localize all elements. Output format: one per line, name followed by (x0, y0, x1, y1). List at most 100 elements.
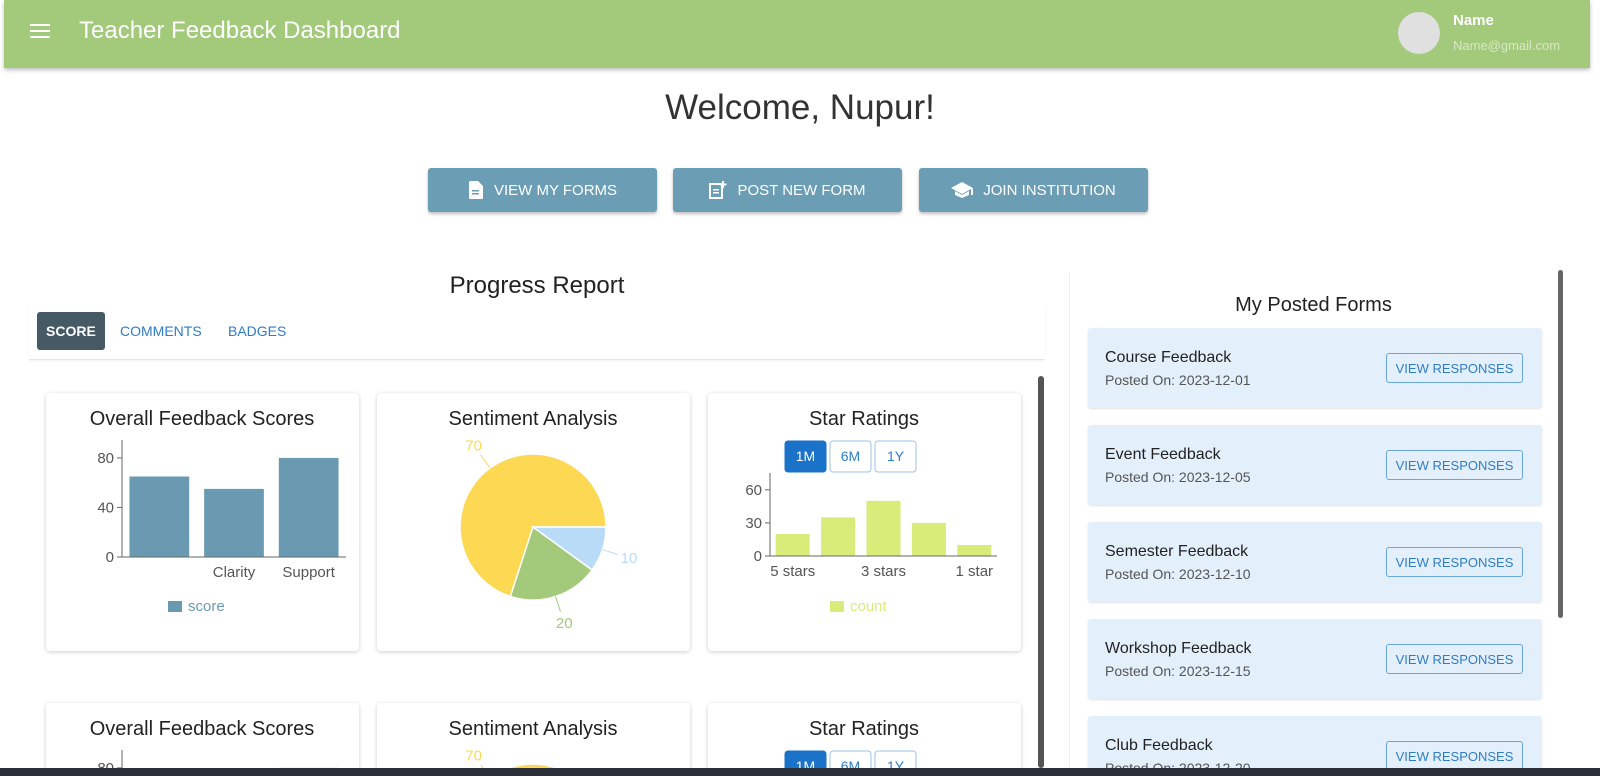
y-tick-label: 0 (754, 548, 762, 565)
tab-bar: SCORE COMMENTS BADGES (29, 304, 1045, 360)
taskbar-edge (0, 768, 1600, 776)
user-email: Name@gmail.com (1453, 38, 1561, 53)
chart-title: Overall Feedback Scores (90, 408, 315, 430)
legend-swatch (830, 601, 844, 612)
scrollbar[interactable] (1558, 270, 1563, 618)
chart-grid: Overall Feedback Scores 0 40 80 Clarity Suppo… (29, 360, 1045, 768)
section-title: Progress Report (449, 272, 625, 299)
app-title: Teacher Feedback Dashboard (79, 17, 401, 44)
chart-title: Sentiment Analysis (449, 408, 618, 430)
y-tick-label: 80 (97, 450, 114, 467)
range-toggle[interactable] (784, 750, 827, 768)
pie-slice (530, 526, 607, 571)
chart-card: Overall Feedback Scores04080ClaritySuppo… (46, 703, 359, 768)
view-responses-button[interactable]: VIEW RESPONSES (1386, 450, 1523, 480)
icon (709, 181, 727, 199)
legend-swatch (168, 601, 182, 612)
form-card: Semester Feedback Posted On: 2023-12-10 VI… (1088, 522, 1542, 602)
bar (129, 476, 190, 557)
range-toggle-label: 1M (796, 758, 815, 768)
chart: Sentiment Analysis 70 20 10 (449, 408, 638, 632)
chart-card: Sentiment Analysis 70 20 10 (377, 393, 690, 651)
bar (821, 517, 856, 556)
range-toggle[interactable] (874, 440, 917, 473)
form-date: Posted On: 2023-12-01 (1105, 372, 1251, 388)
y-tick-label: 40 (97, 499, 114, 516)
icon (951, 182, 974, 198)
pie-slice (507, 763, 559, 768)
panel-title: My Posted Forms (1235, 294, 1392, 316)
view-responses-button[interactable]: VIEW RESPONSES (1386, 741, 1523, 768)
form-date: Posted On: 2023-12-10 (1105, 566, 1251, 582)
avatar[interactable] (1398, 12, 1440, 54)
view-responses-button[interactable]: VIEW RESPONSES (1386, 547, 1523, 577)
y-tick-label: 30 (745, 515, 762, 532)
slice-label: 70 (465, 747, 482, 764)
range-toggle[interactable] (829, 440, 872, 473)
x-tick-label: 3 stars (861, 563, 906, 580)
form-title: Course Feedback (1105, 349, 1232, 366)
bar (775, 533, 810, 556)
slice-label: 70 (465, 437, 482, 454)
form-title: Club Feedback (1105, 737, 1213, 754)
icon (468, 181, 483, 199)
range-toggle-label: 1M (796, 448, 815, 464)
view-responses-button[interactable]: VIEW RESPONSES (1386, 644, 1523, 674)
view-forms-button[interactable]: VIEW MY FORMS (428, 168, 657, 212)
button-label: JOIN INSTITUTION (983, 181, 1116, 199)
chart-title: Overall Feedback Scores (90, 718, 315, 740)
x-tick-label: Clarity (213, 564, 256, 581)
button-label: VIEW MY FORMS (493, 181, 618, 199)
form-card: Course Feedback Posted On: 2023-12-01 VIEW… (1088, 328, 1542, 408)
scrollbar[interactable] (1038, 376, 1044, 768)
form-card: Club Feedback Posted On: 2023-12-20 VIEW R… (1088, 716, 1542, 768)
slice-label: 10 (621, 550, 638, 567)
chart-card: Overall Feedback Scores 0 40 80 Clarity Suppo… (46, 393, 359, 651)
app-bar: Teacher Feedback Dashboard Name Name@gma… (4, 0, 1590, 68)
range-toggle-label: 6M (841, 758, 860, 768)
leader-line (555, 596, 561, 612)
post-form-button[interactable]: POST NEW FORM (673, 168, 902, 212)
bar (866, 500, 901, 556)
y-tick-label: 0 (106, 549, 114, 566)
range-toggle-label: 6M (841, 448, 860, 464)
bar (957, 544, 992, 556)
form-date: Posted On: 2023-12-05 (1105, 469, 1251, 485)
chart-title: Star Ratings (809, 408, 919, 430)
form-card: Workshop Feedback Posted On: 2023-12-15 VI… (1088, 619, 1542, 699)
legend-label: count (850, 598, 888, 615)
menu-button[interactable] (30, 22, 52, 40)
tab[interactable]: BADGES (228, 323, 287, 339)
pie-slice (509, 525, 594, 601)
range-toggle[interactable] (829, 750, 872, 768)
x-tick-label: 1 star (956, 563, 994, 580)
form-title: Semester Feedback (1105, 543, 1249, 560)
form-title: Workshop Feedback (1105, 640, 1252, 657)
range-toggle[interactable] (784, 440, 827, 473)
x-tick-label: Support (282, 564, 335, 581)
y-tick-label: 60 (745, 482, 762, 499)
join-institution-button[interactable]: JOIN INSTITUTION (919, 168, 1148, 212)
form-date: Posted On: 2023-12-15 (1105, 663, 1251, 679)
chart-title: Sentiment Analysis (449, 718, 618, 740)
range-toggle-label: 1Y (887, 758, 905, 768)
posted-forms-panel: My Posted Forms Course Feedback Posted On… (1069, 272, 1557, 768)
tab[interactable]: SCORE (37, 312, 105, 350)
form-card: Event Feedback Posted On: 2023-12-05 VIEW … (1088, 425, 1542, 505)
range-toggle-label: 1Y (887, 448, 905, 464)
chart-title: Star Ratings (809, 718, 919, 740)
view-responses-button[interactable]: VIEW RESPONSES (1386, 353, 1523, 383)
legend-label: score (188, 598, 225, 615)
leader-line (480, 764, 484, 768)
tab[interactable]: COMMENTS (120, 323, 202, 339)
slice-label: 20 (556, 615, 573, 632)
range-toggle[interactable] (874, 750, 917, 768)
form-title: Event Feedback (1105, 446, 1221, 463)
